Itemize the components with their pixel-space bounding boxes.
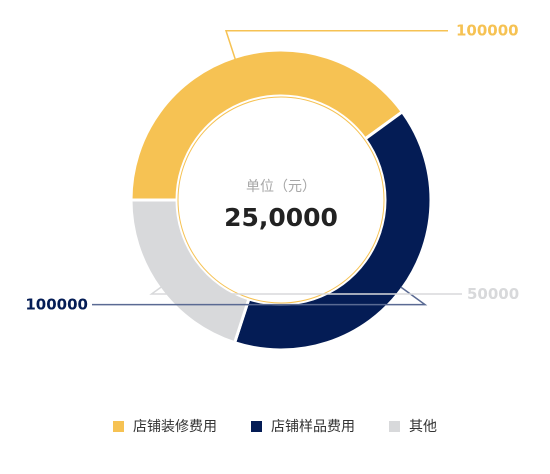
center-total-value: 25,0000 bbox=[224, 203, 338, 232]
center-unit-label: 单位（元） bbox=[246, 179, 316, 195]
callout-line-other bbox=[149, 286, 462, 295]
legend-swatch-other bbox=[389, 420, 400, 432]
legend-label-decoration: 店铺装修费用 bbox=[133, 419, 217, 435]
legend: 店铺装修费用 店铺样品费用 其他 bbox=[0, 416, 550, 436]
donut-slice-decoration[interactable] bbox=[129, 48, 405, 202]
callouts: 100000 100000 50000 bbox=[25, 22, 519, 314]
legend-swatch-samples bbox=[251, 420, 262, 432]
callout-value-samples: 100000 bbox=[25, 296, 88, 314]
donut-slices bbox=[129, 48, 433, 352]
legend-swatch-decoration bbox=[113, 420, 124, 432]
legend-label-samples: 店铺样品费用 bbox=[271, 419, 355, 435]
inner-ring bbox=[177, 96, 385, 304]
callout-line-samples bbox=[92, 286, 428, 306]
callout-line-decoration bbox=[224, 29, 448, 60]
donut-slice-samples[interactable] bbox=[232, 109, 433, 352]
callout-value-other: 50000 bbox=[467, 285, 519, 303]
legend-item-decoration[interactable]: 店铺装修费用 bbox=[113, 416, 217, 436]
legend-item-samples[interactable]: 店铺样品费用 bbox=[251, 416, 355, 436]
donut-slice-other[interactable] bbox=[129, 198, 251, 345]
legend-item-other[interactable]: 其他 bbox=[389, 416, 437, 436]
legend-label-other: 其他 bbox=[409, 419, 437, 435]
callout-value-decoration: 100000 bbox=[456, 22, 519, 40]
